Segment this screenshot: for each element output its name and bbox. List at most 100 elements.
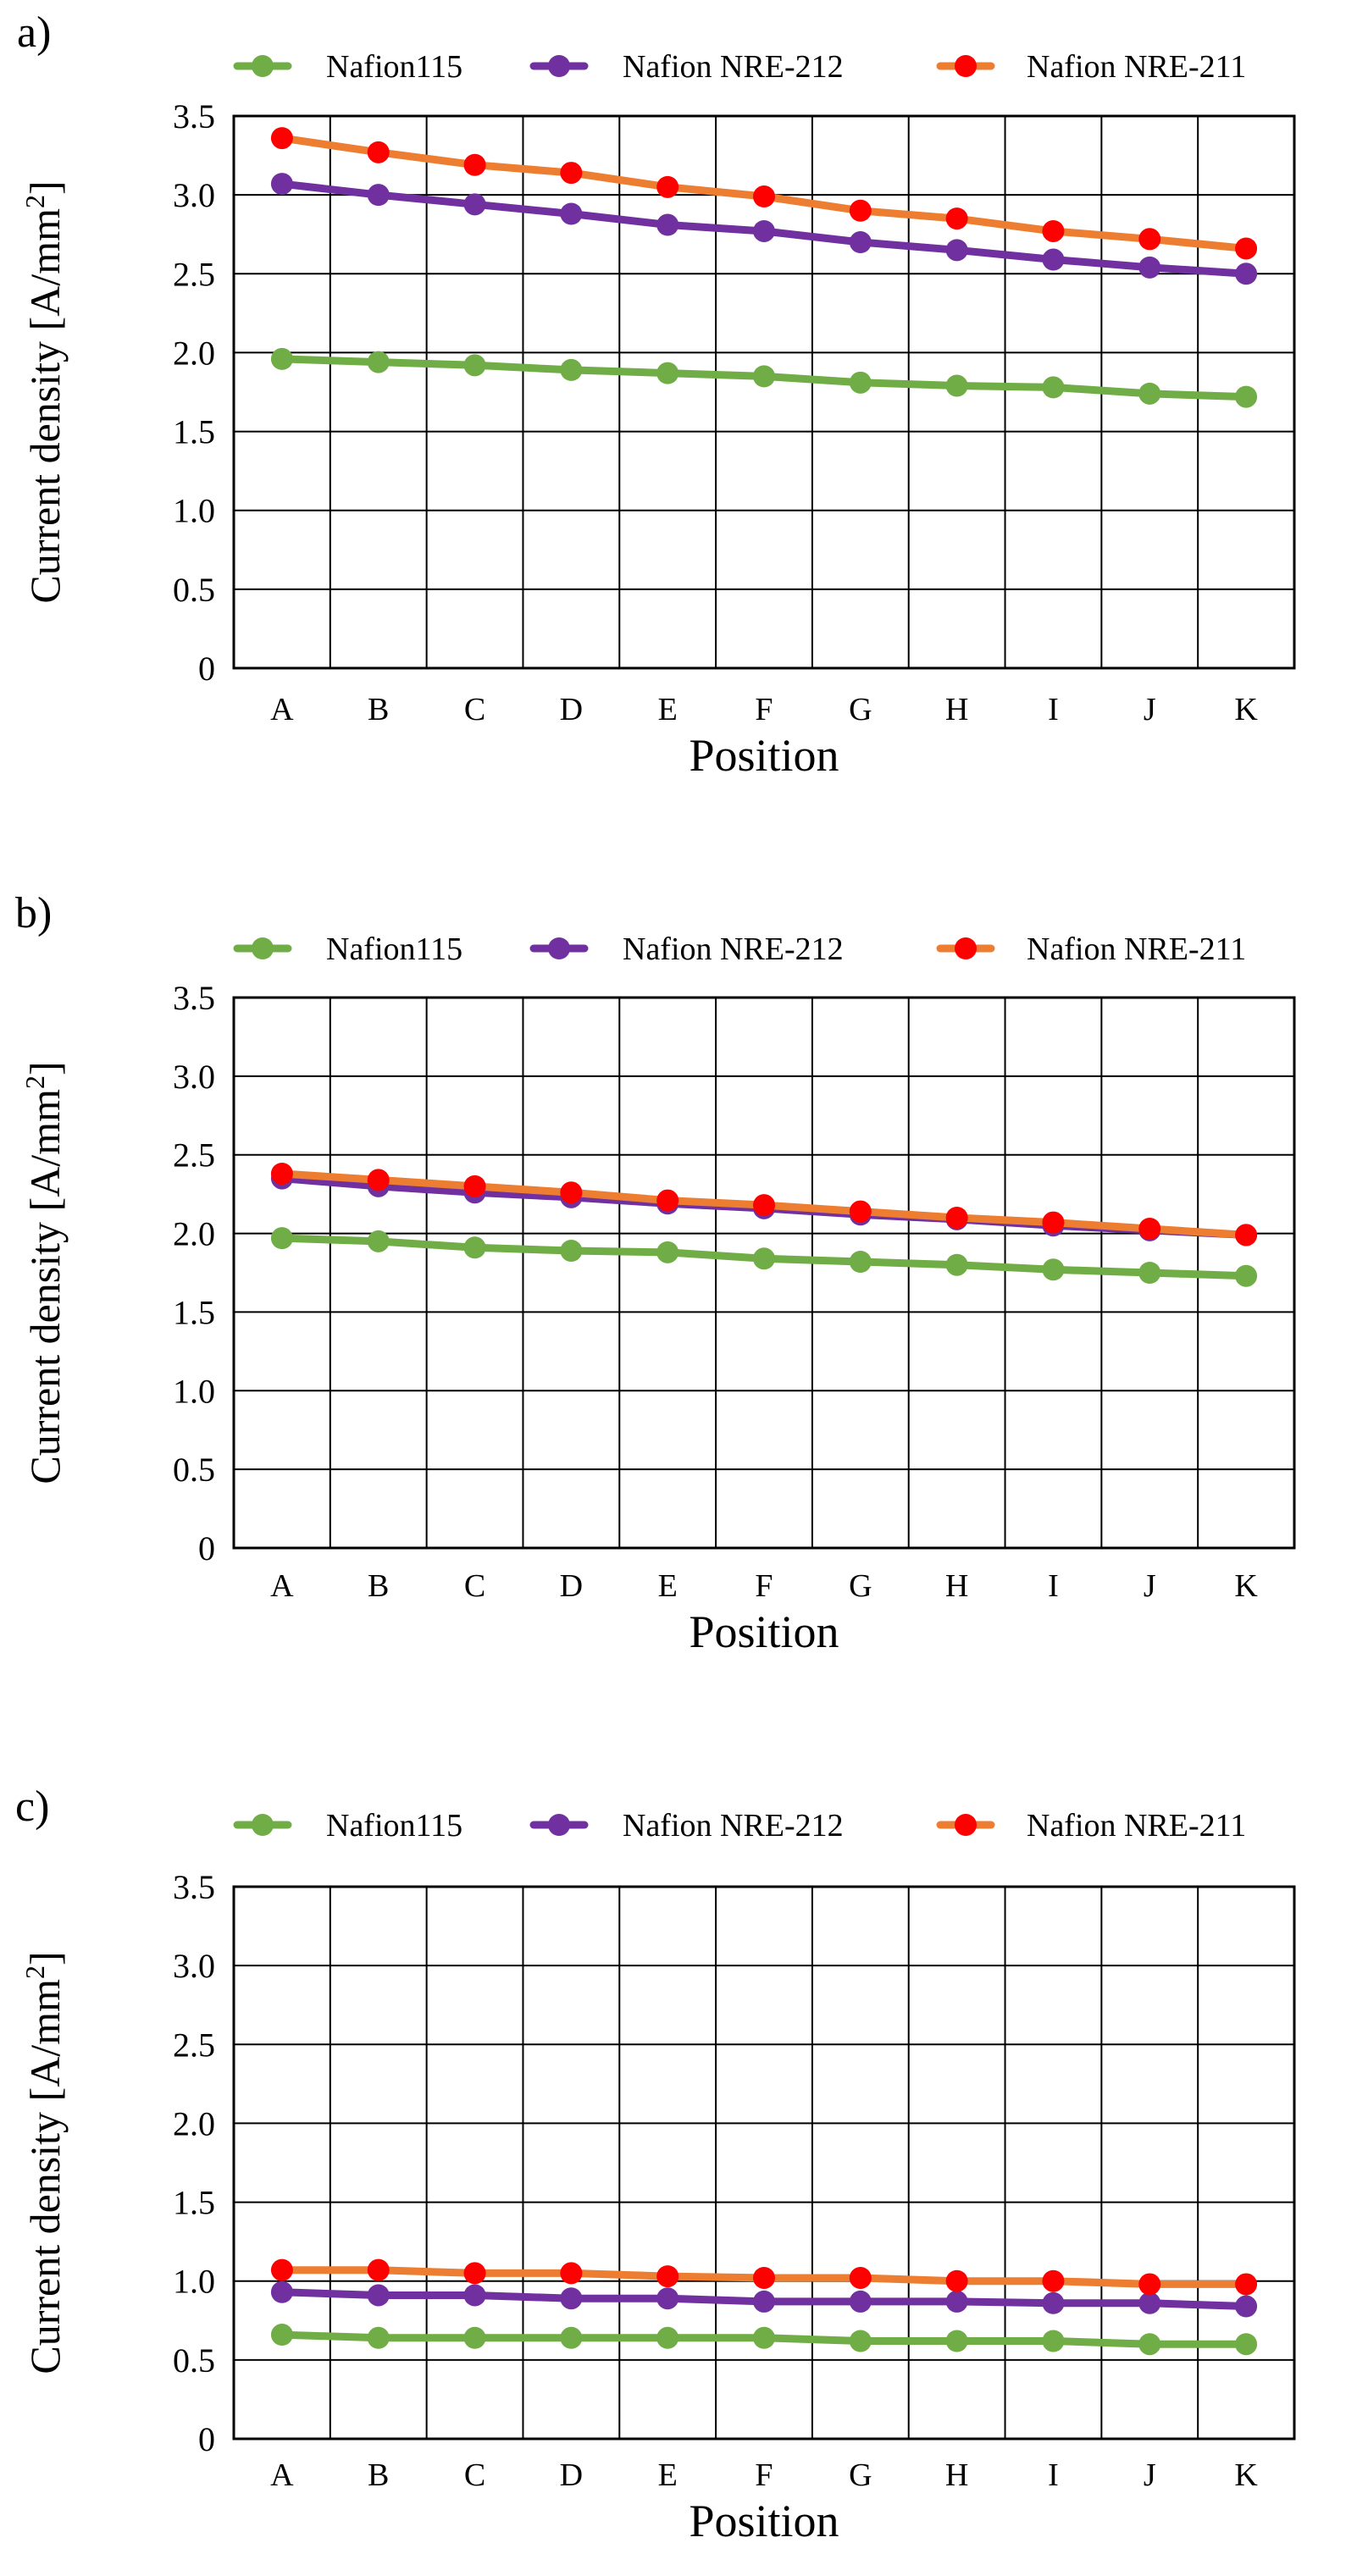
x-tick-label: I xyxy=(1048,2457,1059,2493)
data-point xyxy=(849,2266,872,2289)
data-point xyxy=(656,1189,679,1212)
x-tick-label: E xyxy=(658,2457,678,2493)
data-point xyxy=(1138,2291,1161,2314)
data-point xyxy=(270,1227,293,1250)
data-point xyxy=(753,1247,775,1270)
x-tick-label: J xyxy=(1144,2457,1156,2493)
series-2 xyxy=(270,1163,1258,1247)
y-tick-label: 1.5 xyxy=(173,1293,215,1331)
x-tick-label: F xyxy=(755,1568,773,1604)
data-point xyxy=(1235,385,1258,408)
data-point xyxy=(656,213,679,236)
x-tick-label: B xyxy=(368,692,389,727)
series-0 xyxy=(270,2324,1258,2356)
data-point xyxy=(1138,256,1161,279)
data-point xyxy=(945,374,968,397)
legend-swatch-marker xyxy=(548,1814,570,1836)
legend-swatch-marker xyxy=(252,55,274,77)
data-point xyxy=(945,207,968,230)
data-point xyxy=(1042,2269,1065,2292)
x-tick-label: J xyxy=(1144,692,1156,727)
data-point xyxy=(753,219,775,242)
data-point xyxy=(753,2326,775,2349)
x-tick-label: K xyxy=(1234,692,1258,727)
y-tick-label: 2.5 xyxy=(173,1136,215,1175)
data-point xyxy=(367,2284,390,2307)
chart-panel-b: b) Nafion115 Nafion NRE-212 Nafion NRE-211 0… xyxy=(15,889,1296,1657)
x-tick-label: D xyxy=(560,1568,583,1604)
data-point xyxy=(945,2290,968,2313)
legend-label: Nafion NRE-211 xyxy=(1027,1808,1246,1844)
legend-item-0: Nafion115 xyxy=(233,49,462,85)
x-tick-label: A xyxy=(270,692,294,727)
data-point xyxy=(753,1194,775,1217)
legend-label: Nafion NRE-211 xyxy=(1027,931,1246,967)
series-0 xyxy=(270,1227,1258,1287)
chart-panel-a: a) Nafion115 Nafion NRE-212 Nafion NRE-211 0… xyxy=(17,8,1296,781)
data-point xyxy=(270,2280,293,2303)
y-axis-label-superscript: 2 xyxy=(19,1965,50,1979)
data-point xyxy=(270,1163,293,1185)
legend-swatch-marker xyxy=(548,937,570,959)
data-point xyxy=(1042,219,1065,242)
legend-swatch-marker xyxy=(955,1814,977,1836)
data-point xyxy=(849,1200,872,1223)
data-point xyxy=(656,1241,679,1263)
x-tick-label: K xyxy=(1234,2457,1258,2493)
data-point xyxy=(753,185,775,208)
data-point xyxy=(270,347,293,370)
data-point xyxy=(270,2324,293,2347)
data-point xyxy=(1235,1224,1258,1247)
data-point xyxy=(753,365,775,388)
x-tick-label: E xyxy=(658,692,678,727)
data-point xyxy=(560,358,583,381)
data-point xyxy=(560,1240,583,1262)
x-tick-label: A xyxy=(270,1568,294,1604)
y-tick-label: 3.0 xyxy=(173,176,215,214)
data-point xyxy=(367,2258,390,2281)
y-axis-label-tail: ] xyxy=(21,180,69,195)
data-point xyxy=(945,1207,968,1229)
y-axis-label-superscript: 2 xyxy=(19,1075,50,1089)
x-tick-label: H xyxy=(945,2457,968,2493)
plot-frame xyxy=(232,114,1296,670)
data-point xyxy=(463,1236,486,1259)
series-1 xyxy=(270,2280,1258,2318)
y-axis-label: Current density [A/mm2] xyxy=(19,1951,69,2374)
data-point xyxy=(1138,228,1161,251)
x-tick-label: C xyxy=(464,1568,485,1604)
data-point xyxy=(1042,376,1065,399)
data-point xyxy=(753,2266,775,2289)
data-point xyxy=(753,2290,775,2313)
y-tick-label: 1.5 xyxy=(173,2184,215,2222)
x-tick-label: C xyxy=(464,692,485,727)
data-point xyxy=(270,2258,293,2281)
data-point xyxy=(463,2262,486,2285)
x-tick-label: D xyxy=(560,2457,583,2493)
y-tick-label: 0 xyxy=(198,2420,215,2458)
y-tick-label: 3.5 xyxy=(173,1868,215,1906)
data-point xyxy=(849,1251,872,1273)
series-0 xyxy=(270,347,1258,408)
y-tick-label: 0.5 xyxy=(173,2341,215,2380)
data-point xyxy=(849,2330,872,2352)
data-point xyxy=(1235,2333,1258,2356)
x-axis-label: Position xyxy=(689,1606,839,1657)
y-axis-label-superscript: 2 xyxy=(19,195,50,208)
data-point xyxy=(367,351,390,373)
legend-label: Nafion NRE-212 xyxy=(623,1808,844,1844)
data-point xyxy=(463,193,486,216)
y-tick-label: 0.5 xyxy=(173,1451,215,1489)
legend-item-2: Nafion NRE-211 xyxy=(936,1808,1246,1844)
y-axis-label-main: Current density [A/mm xyxy=(21,1979,69,2374)
series-2 xyxy=(270,2258,1258,2296)
data-point xyxy=(656,362,679,384)
data-point xyxy=(656,2287,679,2310)
legend-swatch-marker xyxy=(955,55,977,77)
series-1 xyxy=(270,173,1258,285)
legend-item-1: Nafion NRE-212 xyxy=(529,49,844,85)
data-point xyxy=(1138,382,1161,405)
x-tick-label: E xyxy=(658,1568,678,1604)
data-point xyxy=(463,1175,486,1197)
legend-item-1: Nafion NRE-212 xyxy=(529,1808,844,1844)
